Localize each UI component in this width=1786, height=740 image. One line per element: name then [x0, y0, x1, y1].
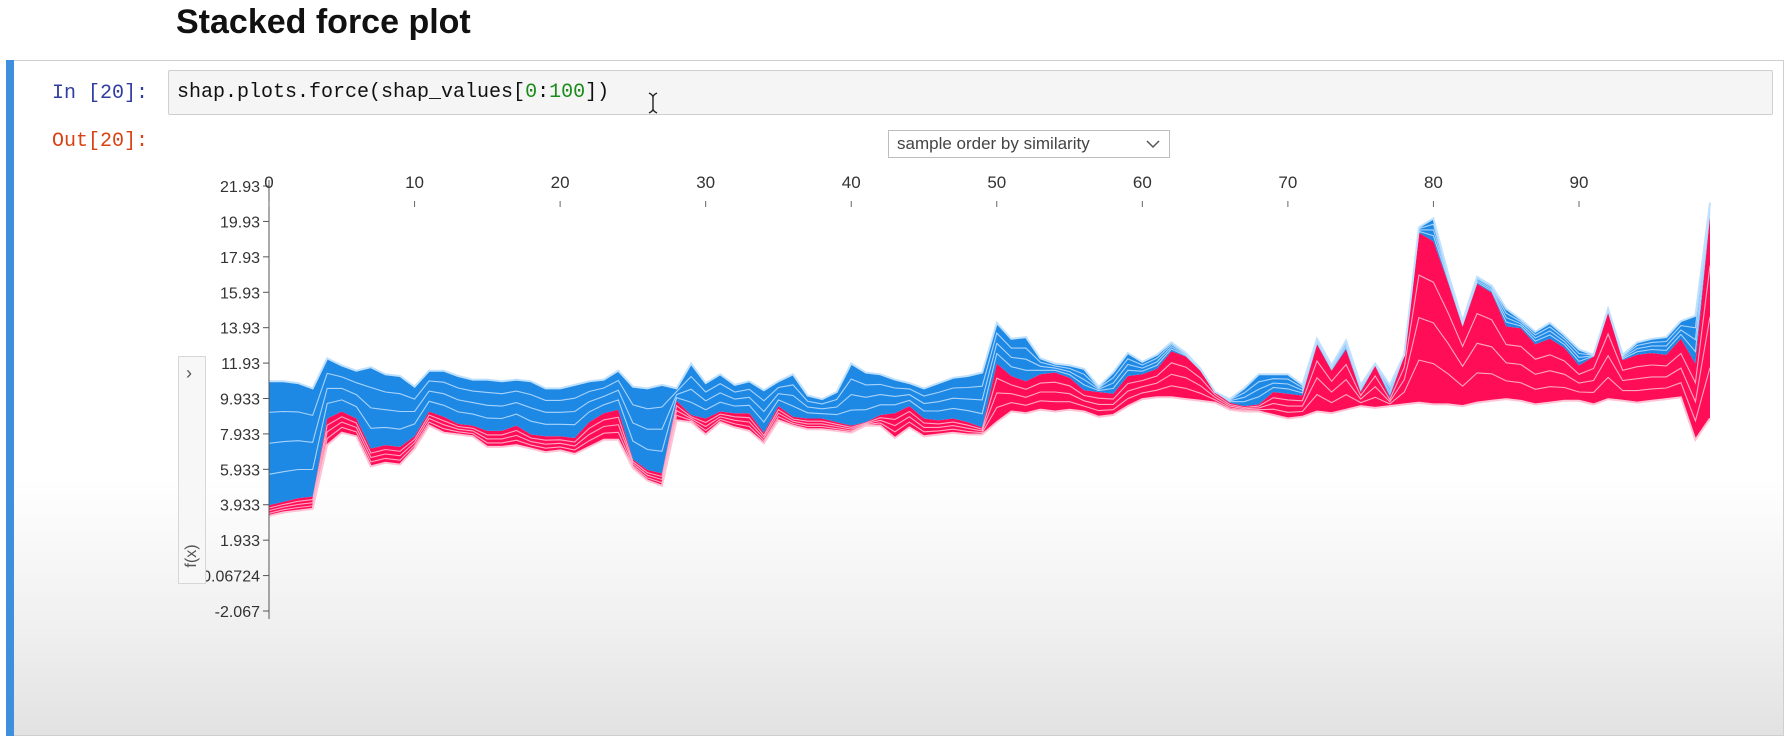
code-text: :	[537, 81, 550, 104]
stacked-force-plot[interactable]: 21.93 19.93 17.93 15.93 13.93 11.93 9.933 7.933…	[170, 168, 1780, 716]
x-tick-label: 50	[987, 173, 1006, 192]
x-tick-label: 80	[1424, 173, 1443, 192]
y-tick-label: 19.93	[220, 214, 260, 231]
code-text: ])	[585, 81, 610, 104]
page-title: Stacked force plot	[176, 3, 471, 41]
code-number: 0	[525, 81, 538, 104]
top-edge-line	[269, 202, 1711, 401]
cell-selection-bar	[6, 60, 14, 736]
feature-separator-line	[268, 265, 1711, 509]
y-tick-label: 9.933	[220, 391, 260, 408]
x-tick-label: 40	[842, 173, 861, 192]
y-tick-label: 7.933	[220, 427, 260, 444]
code-number: 100	[549, 81, 586, 104]
x-tick-label: 70	[1278, 173, 1297, 192]
sample-order-dropdown[interactable]: sample order by similarity	[888, 130, 1170, 158]
y-tick-label: 5.933	[220, 462, 260, 479]
x-tick-label: 20	[551, 173, 570, 192]
x-tick-label: 0	[264, 173, 273, 192]
text-cursor-icon	[648, 92, 658, 114]
code-input[interactable]: shap.plots.force(shap_values[0:100])	[168, 70, 1773, 115]
dropdown-value: sample order by similarity	[897, 134, 1090, 153]
positive-shap-band	[269, 214, 1710, 516]
feature-separator-line	[268, 359, 1711, 514]
y-tick-label: 17.93	[220, 250, 260, 267]
y-tick-label: -0.06724	[197, 569, 260, 586]
y-tick-label: 1.933	[220, 533, 260, 550]
code-line[interactable]: shap.plots.force(shap_values[0:100])	[177, 81, 609, 104]
input-prompt: In [20]:	[52, 82, 149, 105]
fx-label: f(x)	[183, 544, 200, 568]
base-edge-line	[268, 396, 1711, 517]
y-tick-label: 15.93	[220, 285, 260, 302]
chevron-right-icon: ›	[186, 363, 192, 383]
y-tick-label: -2.067	[215, 604, 260, 621]
y-tick-label: 3.933	[220, 498, 260, 515]
output-prompt: Out[20]:	[52, 130, 149, 153]
fx-axis-selector[interactable]: › f(x)	[178, 356, 206, 584]
x-tick-label: 60	[1133, 173, 1152, 192]
code-text: shap.plots.force(shap_values[	[177, 81, 526, 104]
y-tick-label: 13.93	[220, 321, 260, 338]
feature-separator-line	[268, 316, 1711, 512]
y-tick-label: 21.93	[220, 179, 260, 196]
y-tick-label: 11.93	[221, 356, 260, 373]
x-tick-label: 10	[405, 173, 424, 192]
x-tick-label: 90	[1570, 173, 1589, 192]
chevron-down-icon	[1146, 140, 1160, 149]
x-tick-label: 30	[696, 173, 715, 192]
